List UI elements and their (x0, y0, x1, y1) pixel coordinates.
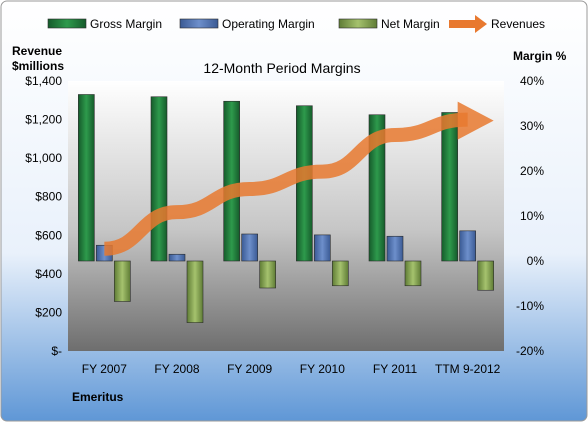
bar-gross-margin (150, 96, 168, 262)
bar-net-margin (404, 260, 422, 287)
x-tick-label: FY 2010 (300, 362, 345, 376)
legend-swatch (179, 18, 219, 29)
left-tick-label: $1,000 (25, 151, 62, 165)
revenue-line (103, 101, 494, 256)
legend-label: Gross Margin (90, 17, 162, 31)
legend-label: Operating Margin (222, 17, 315, 31)
legend-item: Gross Margin (47, 17, 162, 31)
legend-swatch (47, 18, 87, 29)
legend-swatch-arrowhead (475, 15, 487, 33)
bar-operating-margin (241, 233, 258, 262)
x-tick-label: FY 2011 (373, 362, 418, 376)
y-left-label-line1: Revenue (12, 44, 62, 58)
bar-gross-margin (441, 112, 458, 262)
x-tick-label: FY 2007 (82, 362, 127, 376)
bar-gross-margin (78, 94, 95, 262)
left-tick-label: $800 (35, 190, 62, 204)
revenue-line-path (103, 112, 468, 256)
y-right-label: Margin % (513, 49, 567, 63)
legend-label: Revenues (491, 17, 545, 31)
x-axis-ticks: FY 2007 FY 2008 FY 2009 FY 2010 FY 2011 TTM 9… (82, 362, 501, 376)
right-tick-label: -10% (516, 299, 544, 313)
bar-operating-margin (386, 235, 404, 262)
left-tick-label: $200 (35, 305, 62, 319)
left-tick-label: $- (51, 344, 62, 358)
bar-net-margin (259, 260, 276, 289)
left-tick-label: $400 (35, 267, 62, 281)
left-axis-ticks: $- $200 $400 $600 $800 $1,000 $1,200 $1,400 (25, 74, 62, 358)
legend-label: Net Margin (381, 17, 440, 31)
revenue-arrowhead (457, 101, 494, 140)
y-left-label-line2: $millions (12, 59, 64, 73)
bars (78, 94, 494, 323)
left-tick-label: $1,200 (25, 113, 62, 127)
bar-operating-margin (168, 253, 186, 262)
legend-item: Net Margin (338, 17, 440, 31)
chart-title: 12-Month Period Margins (203, 60, 360, 76)
bar-gross-margin (296, 105, 313, 262)
left-tick-label: $1,400 (25, 74, 62, 88)
legend: Gross Margin Operating Margin Net Margin Re… (47, 15, 545, 33)
legend-item: Revenues (449, 15, 545, 33)
bar-operating-margin (459, 230, 476, 262)
bar-gross-margin (223, 100, 240, 262)
right-axis-ticks: -20% -10% 0% 10% 20% 30% 40% (516, 74, 544, 358)
right-tick-label: 30% (520, 119, 544, 133)
x-tick-label: FY 2008 (154, 362, 199, 376)
right-tick-label: -20% (516, 344, 544, 358)
bar-net-margin (114, 260, 131, 302)
right-tick-label: 10% (520, 209, 544, 223)
legend-swatch (338, 18, 378, 29)
right-tick-label: 20% (520, 164, 544, 178)
company-label: Emeritus (72, 390, 124, 404)
bar-net-margin (477, 260, 494, 291)
left-tick-label: $600 (35, 228, 62, 242)
x-tick-label: TTM 9-2012 (435, 362, 501, 376)
x-tick-label: FY 2009 (227, 362, 272, 376)
right-tick-label: 40% (520, 74, 544, 88)
bar-net-margin (186, 260, 204, 323)
bar-operating-margin (314, 234, 331, 262)
right-tick-label: 0% (527, 254, 545, 268)
legend-item: Operating Margin (179, 17, 315, 31)
bar-gross-margin (368, 114, 386, 262)
bar-net-margin (332, 260, 349, 287)
